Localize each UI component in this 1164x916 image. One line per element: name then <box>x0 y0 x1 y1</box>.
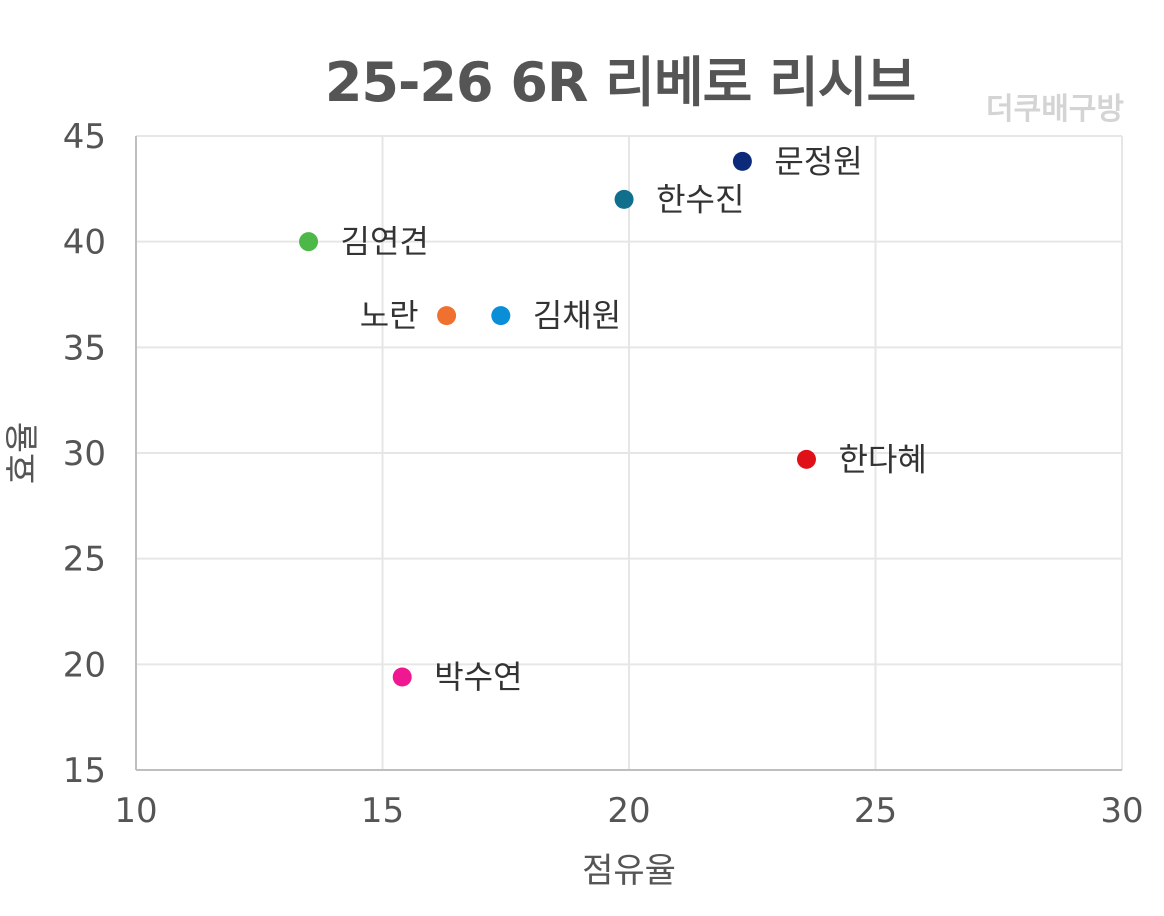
data-point <box>299 232 319 252</box>
point-label: 김연견 <box>341 223 429 261</box>
data-point <box>732 151 752 171</box>
data-point <box>796 449 816 469</box>
point-label: 한수진 <box>656 180 744 218</box>
x-tick-label: 25 <box>854 791 897 831</box>
point-label: 노란 <box>360 297 419 335</box>
data-point <box>437 306 457 326</box>
x-tick-label: 10 <box>114 791 157 831</box>
data-point <box>614 189 634 209</box>
y-tick-label: 20 <box>63 645 106 685</box>
x-tick-label: 20 <box>607 791 650 831</box>
point-label: 박수연 <box>434 658 522 696</box>
point-label: 김채원 <box>533 297 621 335</box>
y-tick-label: 25 <box>63 540 106 580</box>
watermark: 더쿠배구방 <box>986 92 1124 127</box>
y-tick-label: 40 <box>63 223 106 263</box>
point-label: 한다혜 <box>838 440 926 478</box>
data-point <box>392 667 412 687</box>
y-tick-label: 35 <box>63 328 106 368</box>
grid-lines <box>135 135 1123 771</box>
y-axis-label: 효율 <box>3 422 43 485</box>
x-tick-label: 15 <box>361 791 404 831</box>
data-point <box>491 306 511 326</box>
y-tick-label: 15 <box>63 751 106 791</box>
chart-title: 25-26 6R 리베로 리시브 <box>324 51 916 114</box>
x-axis-label: 점유율 <box>582 851 676 891</box>
y-tick-label: 45 <box>63 117 106 157</box>
point-label: 문정원 <box>774 142 862 180</box>
axes <box>135 136 1122 771</box>
x-tick-label: 30 <box>1100 791 1143 831</box>
y-tick-label: 30 <box>63 434 106 474</box>
